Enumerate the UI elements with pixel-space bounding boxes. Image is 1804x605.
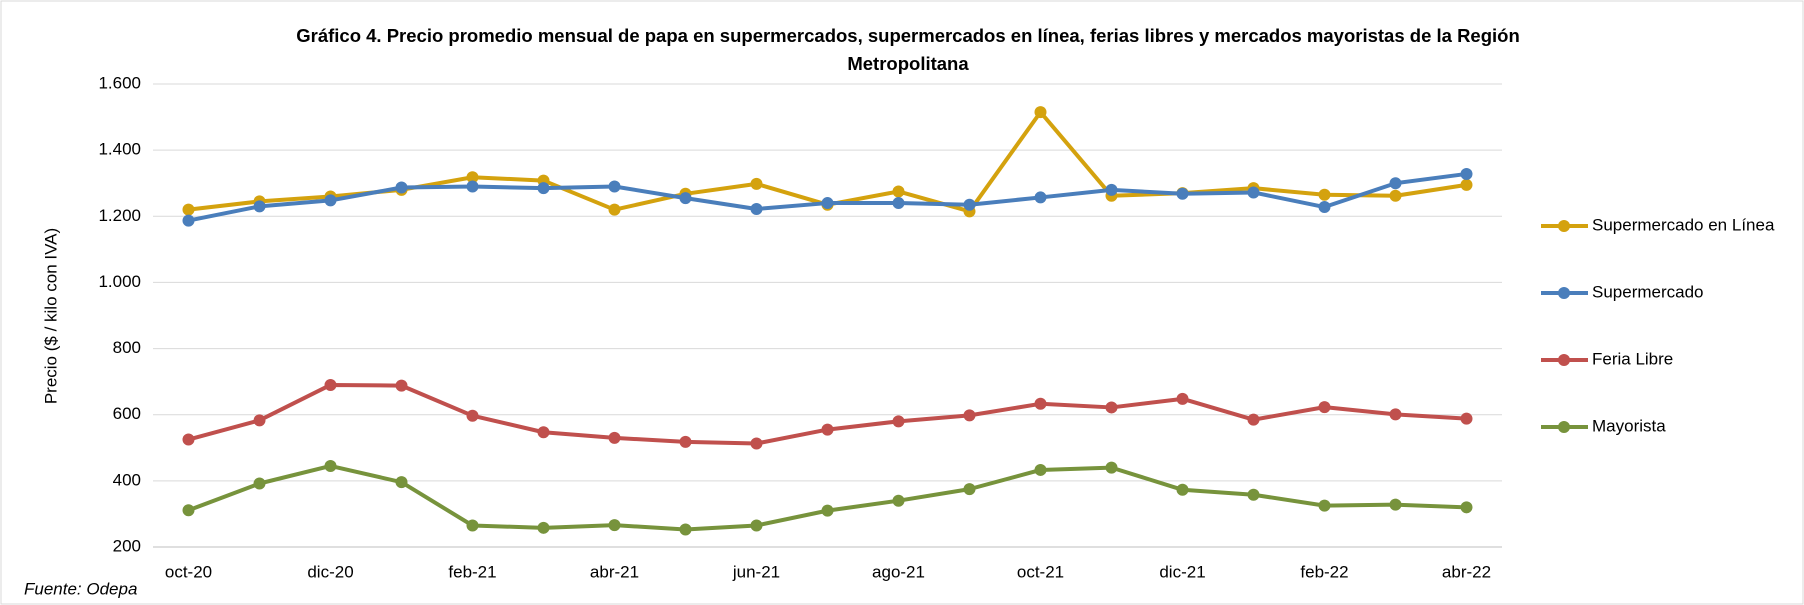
data-point (608, 180, 621, 193)
data-point (182, 203, 195, 216)
data-point (182, 214, 195, 227)
x-tick-label: feb-21 (448, 562, 496, 581)
y-tick-label: 800 (113, 338, 141, 357)
data-point (1034, 397, 1047, 410)
data-point (821, 197, 834, 210)
data-point (750, 437, 763, 450)
y-tick-label: 400 (113, 470, 141, 489)
data-point (1318, 188, 1331, 201)
legend-label: Mayorista (1592, 416, 1666, 435)
data-point (1247, 186, 1260, 199)
x-tick-label: ago-21 (872, 562, 925, 581)
data-point (466, 409, 479, 422)
data-point (1460, 178, 1473, 191)
data-point (608, 203, 621, 216)
series-line (187, 463, 1467, 532)
data-point (1105, 183, 1118, 196)
y-tick-label: 1.000 (98, 272, 141, 291)
data-point (750, 203, 763, 216)
legend-label: Supermercado en Línea (1592, 215, 1775, 234)
y-axis-label: Precio ($ / kilo con IVA) (41, 228, 60, 404)
data-point (963, 198, 976, 211)
legend-marker (1558, 220, 1570, 232)
data-point (466, 171, 479, 184)
x-tick-label: abr-21 (590, 562, 639, 581)
data-point (466, 519, 479, 532)
data-point (537, 521, 550, 534)
data-point (1247, 413, 1260, 426)
data-point (892, 415, 905, 428)
data-point (963, 483, 976, 496)
data-point (750, 177, 763, 190)
data-point (1034, 463, 1047, 476)
data-point (537, 426, 550, 439)
y-tick-label: 1.400 (98, 140, 141, 159)
data-point (253, 477, 266, 490)
chart-title: Gráfico 4. Precio promedio mensual de pa… (296, 25, 1520, 74)
data-point (1460, 412, 1473, 425)
x-tick-label: abr-22 (1442, 562, 1491, 581)
data-point (253, 414, 266, 427)
data-point (1176, 483, 1189, 496)
data-point (1247, 488, 1260, 501)
y-tick-label: 200 (113, 536, 141, 555)
legend-marker (1558, 287, 1570, 299)
data-point (821, 504, 834, 517)
legend-marker (1558, 421, 1570, 433)
data-point (1318, 499, 1331, 512)
data-point (608, 431, 621, 444)
source: Fuente: Odepa (24, 579, 137, 598)
y-tick-label: 1.200 (98, 206, 141, 225)
data-point (1389, 177, 1402, 190)
data-point (821, 423, 834, 436)
y-tick-label: 1.600 (98, 73, 141, 92)
x-tick-label: oct-21 (1017, 562, 1064, 581)
data-point (963, 409, 976, 422)
x-tick-label: oct-20 (165, 562, 212, 581)
data-point (892, 197, 905, 210)
data-point (395, 181, 408, 194)
data-point (395, 379, 408, 392)
data-point (679, 523, 692, 536)
x-tick-label: dic-20 (307, 562, 353, 581)
y-tick-label: 600 (113, 404, 141, 423)
data-point (1460, 167, 1473, 180)
data-point (537, 182, 550, 195)
data-point (750, 519, 763, 532)
legend-label: Supermercado (1592, 282, 1704, 301)
data-point (1034, 191, 1047, 204)
x-tick-label: dic-21 (1159, 562, 1205, 581)
data-point (1105, 401, 1118, 414)
data-point (1389, 498, 1402, 511)
data-point (1176, 392, 1189, 405)
legend-label: Feria Libre (1592, 349, 1673, 368)
data-point (1105, 461, 1118, 474)
data-point (1460, 501, 1473, 514)
x-tick-label: feb-22 (1300, 562, 1348, 581)
data-point (1389, 408, 1402, 421)
data-point (1034, 106, 1047, 119)
data-point (679, 192, 692, 205)
data-point (679, 435, 692, 448)
data-point (182, 433, 195, 446)
data-point (1389, 189, 1402, 202)
x-tick-label: jun-21 (732, 562, 780, 581)
data-point (253, 200, 266, 213)
data-point (324, 459, 337, 472)
data-point (1176, 187, 1189, 200)
data-point (395, 476, 408, 489)
data-point (892, 494, 905, 507)
data-point (608, 519, 621, 532)
data-point (324, 378, 337, 391)
data-point (324, 194, 337, 207)
data-point (1318, 401, 1331, 414)
data-point (466, 180, 479, 193)
legend-marker (1558, 354, 1570, 366)
data-point (892, 185, 905, 198)
data-point (182, 504, 195, 517)
data-point (1318, 201, 1331, 214)
